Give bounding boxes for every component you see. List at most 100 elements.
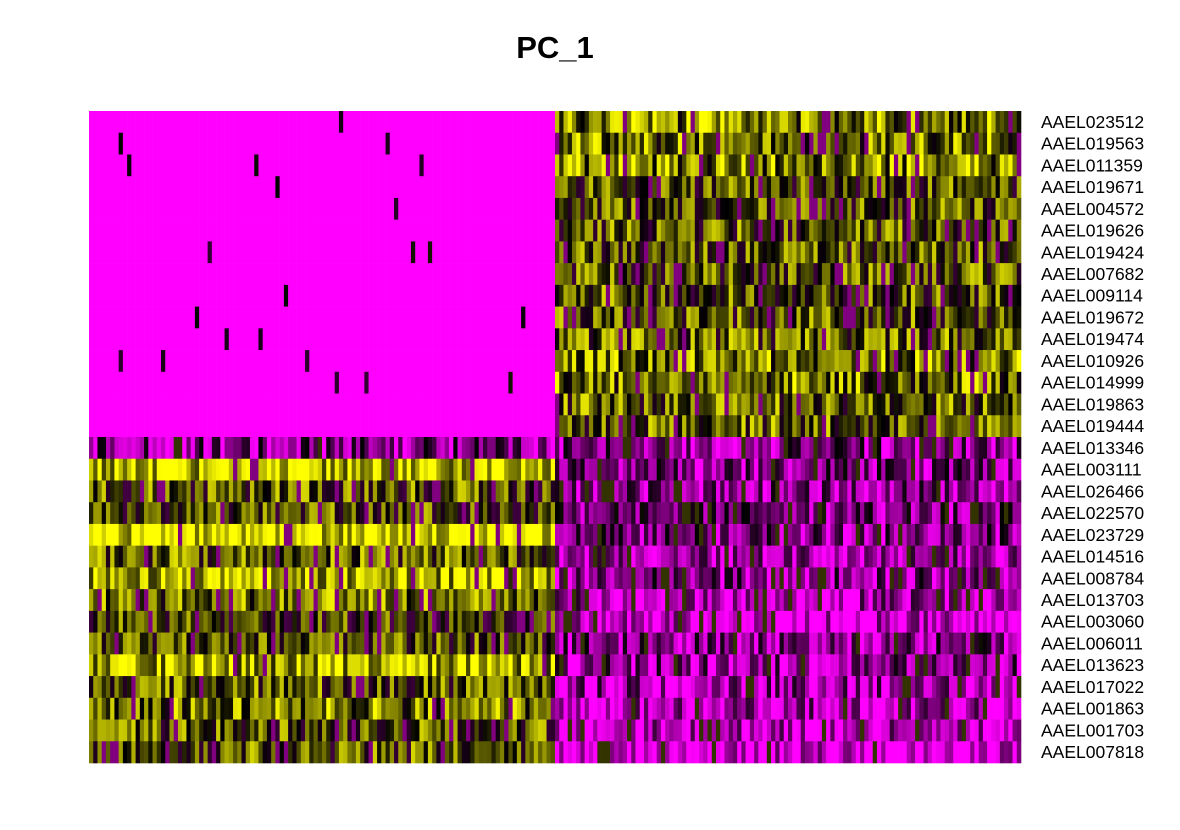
heatmap-cell — [673, 589, 679, 612]
heatmap-cell — [1004, 437, 1009, 460]
heatmap-cell — [296, 480, 302, 503]
heatmap-cell — [508, 545, 513, 568]
heatmap-cell — [944, 371, 950, 394]
heatmap-cell — [372, 263, 378, 286]
heatmap-cell — [194, 284, 200, 307]
heatmap-cell — [144, 371, 149, 394]
heatmap-cell — [627, 176, 632, 199]
heatmap-cell — [262, 284, 268, 307]
heatmap-cell — [491, 132, 496, 155]
heatmap-cell — [550, 523, 556, 546]
heatmap-cell — [529, 393, 535, 416]
heatmap-cell — [927, 219, 933, 242]
heatmap-cell — [194, 480, 200, 503]
heatmap-cell — [169, 328, 175, 351]
heatmap-cell — [991, 350, 996, 373]
heatmap-cell — [402, 458, 408, 481]
heatmap-cell — [542, 176, 547, 199]
heatmap-cell — [516, 154, 522, 177]
heatmap-cell — [610, 437, 615, 460]
heatmap-cell — [809, 523, 814, 546]
heatmap-cell — [173, 176, 179, 199]
heatmap-cell — [440, 241, 446, 264]
heatmap-cell — [821, 502, 827, 525]
heatmap-cell — [948, 458, 954, 481]
heatmap-cell — [631, 458, 636, 481]
heatmap-cell — [317, 480, 323, 503]
heatmap-cell — [156, 241, 162, 264]
heatmap-cell — [156, 132, 162, 155]
heatmap-cell — [482, 219, 488, 242]
heatmap-cell — [555, 132, 560, 155]
heatmap-cell — [652, 437, 657, 460]
heatmap-cell — [249, 458, 255, 481]
heatmap-cell — [652, 350, 657, 373]
heatmap-cell — [779, 437, 785, 460]
heatmap-cell — [635, 154, 641, 177]
heatmap-cell — [660, 393, 666, 416]
heatmap-cell — [631, 111, 636, 134]
heatmap-cell — [360, 176, 365, 199]
heatmap-cell — [694, 371, 700, 394]
heatmap-cell — [559, 306, 564, 329]
heatmap-cell — [686, 589, 691, 612]
heatmap-cell — [868, 132, 874, 155]
heatmap-cell — [563, 480, 569, 503]
heatmap-cell — [343, 437, 348, 460]
heatmap-cell — [555, 371, 560, 394]
heatmap-cell — [521, 589, 526, 612]
heatmap-cell — [563, 197, 569, 220]
heatmap-cell — [910, 176, 916, 199]
heatmap-cell — [703, 241, 708, 264]
heatmap-cell — [754, 502, 759, 525]
heatmap-cell — [110, 589, 115, 612]
heatmap-cell — [114, 437, 119, 460]
heatmap-cell — [618, 111, 624, 134]
heatmap-cell — [432, 589, 437, 612]
heatmap-cell — [923, 545, 929, 568]
heatmap-cell — [953, 437, 958, 460]
heatmap-cell — [279, 393, 285, 416]
heatmap-cell — [898, 197, 903, 220]
heatmap-cell — [144, 132, 149, 155]
heatmap-cell — [622, 111, 628, 134]
heatmap-cell — [864, 197, 869, 220]
heatmap-cell — [364, 132, 369, 155]
heatmap-cell — [762, 132, 768, 155]
chart-title: PC_1 — [516, 30, 594, 65]
heatmap-cell — [368, 328, 374, 351]
heatmap-cell — [220, 350, 225, 373]
heatmap-cell — [766, 371, 772, 394]
heatmap-cell — [182, 176, 187, 199]
heatmap-cell — [194, 241, 200, 264]
heatmap-cell — [516, 545, 522, 568]
heatmap-cell — [313, 545, 319, 568]
heatmap-cell — [940, 284, 946, 307]
heatmap-cell — [436, 393, 441, 416]
heatmap-cell — [792, 502, 797, 525]
heatmap-cell — [728, 371, 734, 394]
heatmap-cell — [838, 502, 844, 525]
heatmap-cell — [838, 371, 844, 394]
heatmap-cell — [343, 350, 348, 373]
heatmap-cell — [427, 437, 433, 460]
heatmap-cell — [491, 241, 496, 264]
heatmap-cell — [987, 132, 992, 155]
heatmap-cell — [389, 154, 395, 177]
heatmap-cell — [444, 523, 450, 546]
heatmap-cell — [813, 197, 818, 220]
heatmap-cell — [508, 241, 513, 264]
heatmap-cell — [563, 263, 569, 286]
heatmap-cell — [410, 523, 416, 546]
heatmap-cell — [889, 371, 895, 394]
heatmap-cell — [974, 219, 979, 242]
heatmap-cell — [516, 371, 522, 394]
heatmap-cell — [893, 328, 899, 351]
heatmap-cell — [728, 393, 734, 416]
heatmap-cell — [432, 545, 437, 568]
heatmap-cell — [758, 154, 763, 177]
heatmap-cell — [567, 328, 573, 351]
heatmap-cell — [436, 567, 441, 590]
heatmap-cell — [135, 437, 141, 460]
heatmap-cell — [627, 437, 632, 460]
